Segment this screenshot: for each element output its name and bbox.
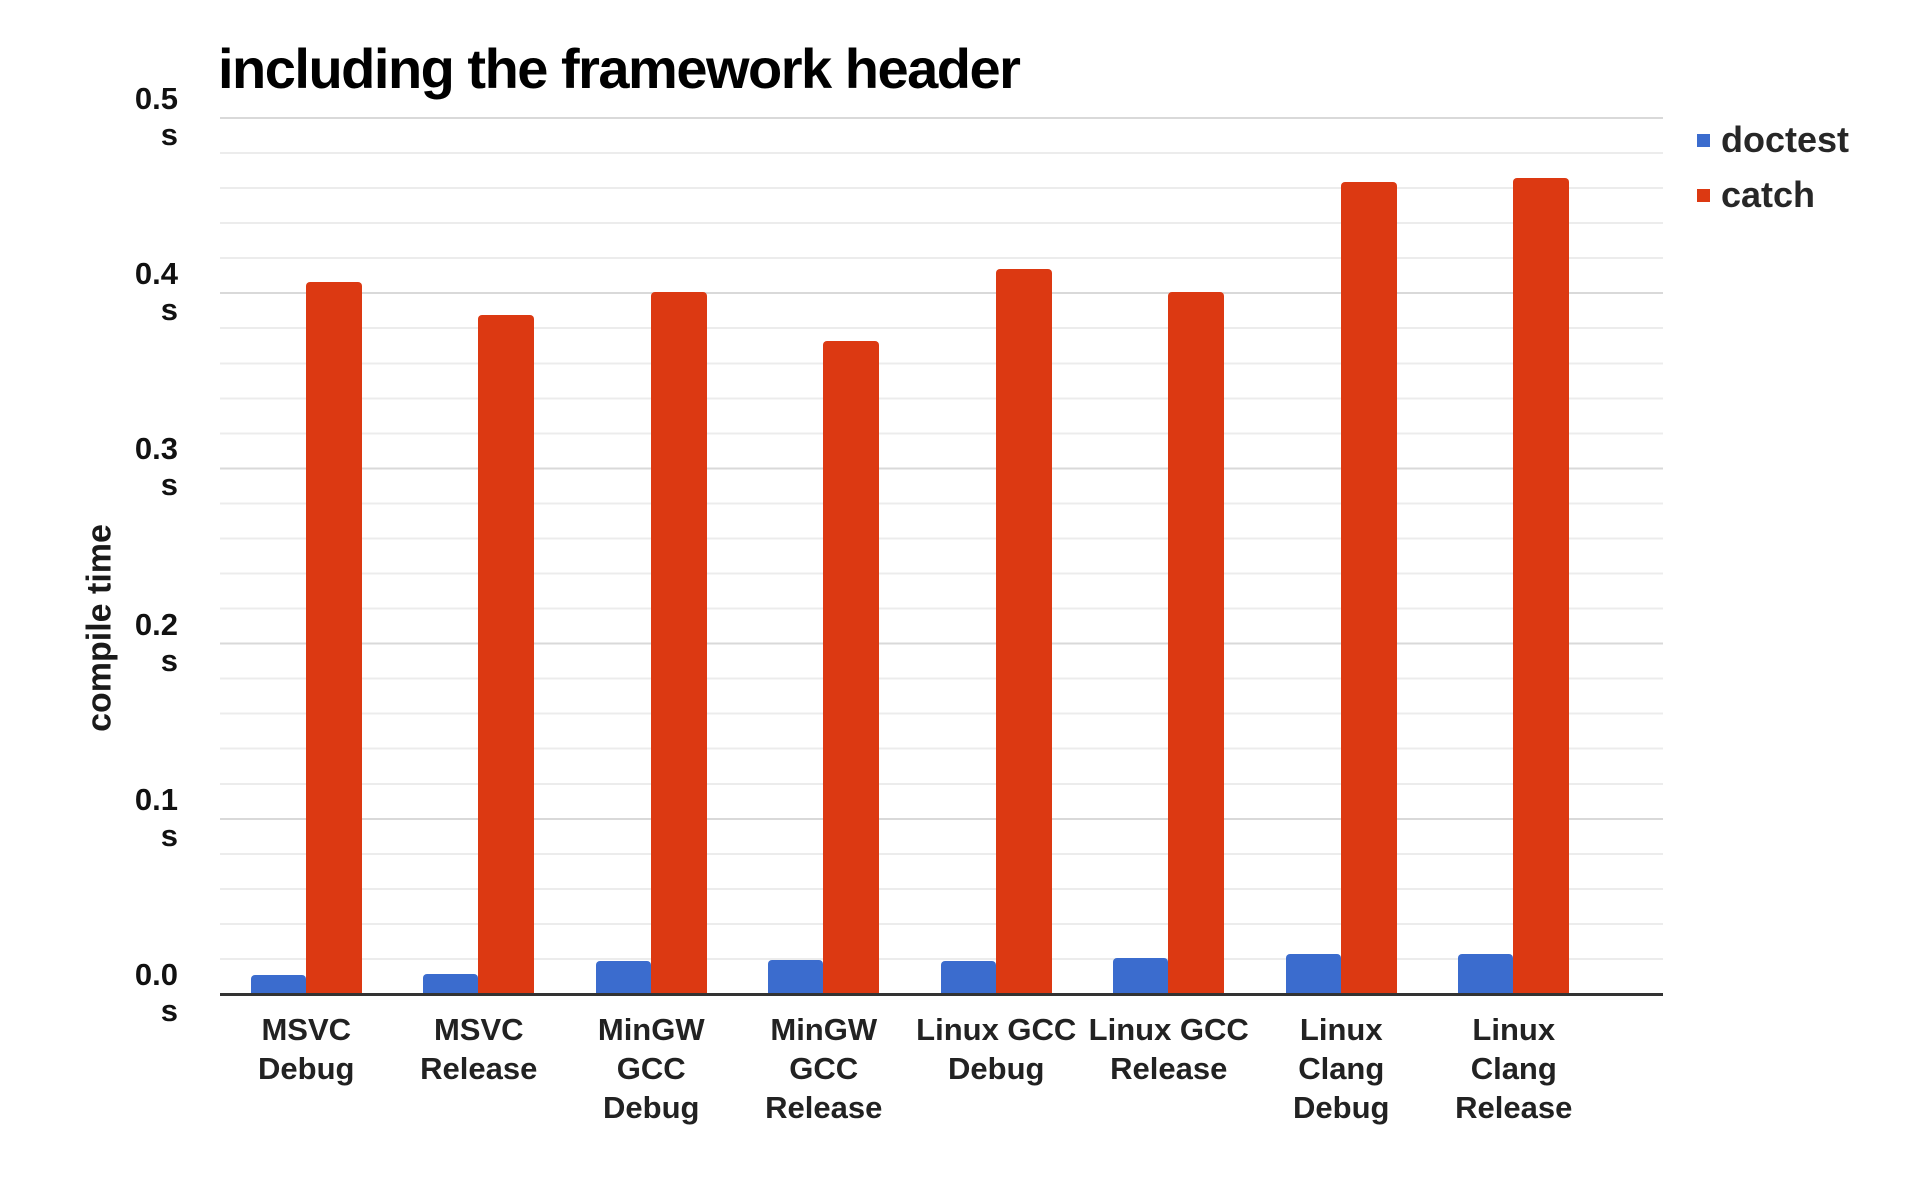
x-label-line: Linux GCC (916, 1012, 1077, 1047)
y-tick-0.2: 0.2 s (134, 606, 178, 678)
bar-group-mingw-gcc-release (738, 117, 911, 993)
legend-label-catch: catch (1721, 174, 1816, 215)
y-tick-unit: s (160, 292, 178, 328)
x-label-line: Debug (948, 1051, 1045, 1086)
x-label-line: Debug (603, 1090, 700, 1125)
bar-group-msvc-release (393, 117, 566, 993)
x-label-line: Linux GCC (1088, 1012, 1249, 1047)
x-label-line: Release (1455, 1090, 1573, 1125)
legend-item-doctest: doctest (1697, 122, 1849, 158)
x-label-linux-gcc-release: Linux GCC Release (1083, 1010, 1256, 1127)
bar-doctest-linux-clang-release (1458, 954, 1514, 993)
x-label-mingw-gcc-debug: MinGW GCC Debug (565, 1010, 738, 1127)
y-tick-0.0: 0.0 s (134, 957, 178, 1028)
bar-group-msvc-debug (220, 117, 393, 993)
bar-catch-msvc-debug (305, 282, 362, 993)
legend-swatch-doctest-icon (1697, 133, 1710, 147)
x-label-mingw-gcc-release: MinGW GCC Release (738, 1010, 911, 1127)
x-label-linux-gcc-debug: Linux GCC Debug (910, 1010, 1083, 1127)
x-label-line: MinGW GCC (770, 1012, 878, 1086)
bar-catch-mingw-gcc-release (823, 341, 880, 993)
bar-group-linux-gcc-debug (910, 117, 1083, 993)
bar-catch-linux-clang-release (1513, 178, 1570, 993)
x-label-line: MSVC (261, 1012, 352, 1047)
plot-area (220, 117, 1663, 996)
x-label-msvc-debug: MSVC Debug (220, 1010, 393, 1127)
x-label-line: Release (1110, 1051, 1228, 1086)
bar-groups (220, 117, 1663, 993)
x-label-line: Release (420, 1051, 538, 1086)
bar-doctest-linux-clang-debug (1285, 954, 1341, 993)
bar-catch-linux-gcc-debug (995, 269, 1052, 993)
y-tick-unit: s (160, 117, 178, 152)
bar-doctest-mingw-gcc-release (768, 960, 824, 993)
bar-doctest-msvc-release (423, 974, 479, 993)
x-label-line: Linux Clang (1470, 1012, 1557, 1086)
legend-item-catch: catch (1697, 177, 1849, 213)
bar-group-linux-clang-release (1428, 117, 1601, 993)
bar-group-linux-clang-debug (1255, 117, 1428, 993)
bar-catch-linux-clang-debug (1340, 182, 1397, 993)
y-tick-unit: s (160, 642, 178, 678)
x-label-line: Release (765, 1090, 883, 1125)
legend-swatch-catch-icon (1697, 188, 1710, 202)
chart-title: including the framework header (218, 37, 1021, 100)
x-label-linux-clang-release: Linux Clang Release (1428, 1010, 1601, 1127)
x-label-linux-clang-debug: Linux Clang Debug (1255, 1010, 1428, 1127)
bar-group-linux-gcc-release (1083, 117, 1256, 993)
x-label-line: Linux Clang (1298, 1012, 1385, 1086)
y-tick-0.5: 0.5 s (134, 81, 178, 152)
x-label-line: Debug (1293, 1090, 1390, 1125)
bar-catch-mingw-gcc-debug (650, 292, 707, 993)
y-axis-ticks: 0.5 s 0.4 s 0.3 s 0.2 s 0.1 s 0.0 s (40, 81, 178, 1028)
bar-doctest-msvc-debug (250, 975, 306, 993)
y-tick-unit: s (160, 467, 178, 503)
bar-catch-msvc-release (478, 315, 535, 993)
x-label-msvc-release: MSVC Release (393, 1010, 566, 1127)
legend-label-doctest: doctest (1721, 119, 1850, 160)
y-tick-unit: s (160, 817, 178, 853)
y-tick-0.4: 0.4 s (134, 256, 178, 328)
bar-doctest-linux-gcc-release (1113, 958, 1169, 993)
y-tick-0.1: 0.1 s (134, 781, 178, 853)
legend: doctest catch (1697, 122, 1849, 232)
bar-catch-linux-gcc-release (1168, 292, 1225, 993)
x-label-line: MinGW GCC (597, 1012, 705, 1086)
bar-group-mingw-gcc-debug (565, 117, 738, 993)
x-label-line: MSVC (433, 1012, 524, 1047)
bar-doctest-mingw-gcc-debug (595, 961, 651, 993)
y-tick-unit: s (160, 993, 178, 1028)
y-tick-0.3: 0.3 s (134, 431, 178, 503)
x-axis-labels: MSVC Debug MSVC Release MinGW GCC Debug MinGW … (220, 1010, 1663, 1127)
x-label-line: Debug (258, 1051, 355, 1086)
bar-doctest-linux-gcc-debug (940, 961, 996, 993)
